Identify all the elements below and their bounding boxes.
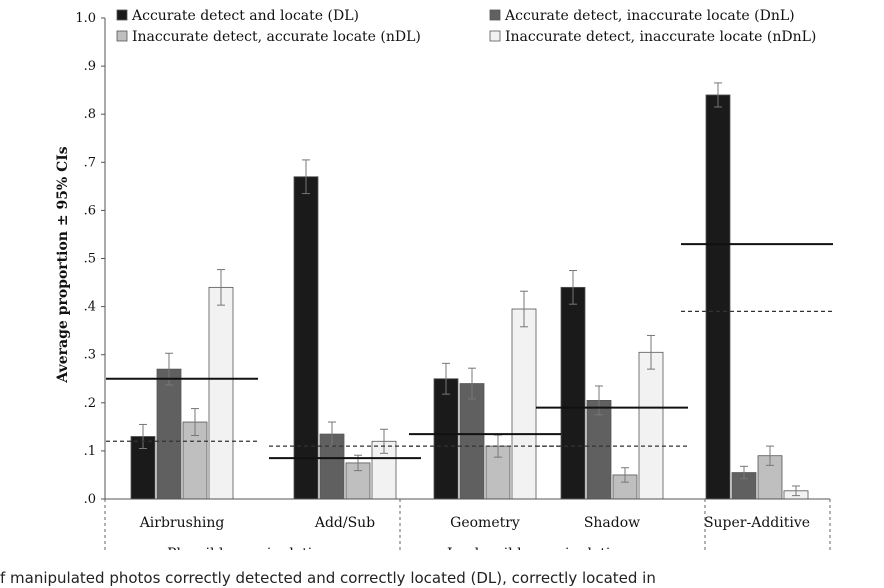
legend-swatch xyxy=(489,30,501,42)
legend-swatch xyxy=(116,9,128,21)
y-tick-label: .8 xyxy=(84,107,96,122)
y-tick-label: .0 xyxy=(84,492,96,507)
y-tick-label: .5 xyxy=(84,252,96,267)
bar xyxy=(156,368,182,500)
y-tick-label: .9 xyxy=(84,59,96,74)
legend-label: Inaccurate detect, inaccurate locate (nD… xyxy=(505,29,816,45)
x-axis: Airbrushing Add/Sub Geometry Shadow Super-Ad… xyxy=(104,498,831,550)
y-axis-label: Average proportion ± 95% CIs xyxy=(55,146,71,383)
y-tick-label: .4 xyxy=(84,300,96,315)
bar xyxy=(459,383,485,500)
category-label: Shadow xyxy=(584,515,640,531)
bar xyxy=(208,286,234,500)
bar xyxy=(638,351,664,500)
group-label: Plausible manipulations xyxy=(167,546,337,550)
bar xyxy=(560,286,586,500)
y-tick-label: .2 xyxy=(84,396,96,411)
bar xyxy=(433,378,459,500)
legend-label: Accurate detect and locate (DL) xyxy=(131,8,359,24)
y-tick-label: .6 xyxy=(84,203,96,218)
category-label: Geometry xyxy=(450,515,520,531)
bar-chart: Accurate detect and locate (DL) Accurate … xyxy=(55,8,833,550)
bars xyxy=(130,94,809,500)
bar xyxy=(293,176,319,500)
category-label: Airbrushing xyxy=(139,515,225,531)
y-tick-label: .1 xyxy=(84,444,96,459)
bar xyxy=(705,94,731,500)
y-axis: .0 .1 .2 .3 .4 .5 .6 .7 .8 .9 1.0 xyxy=(75,11,106,507)
y-tick-label: 1.0 xyxy=(75,11,96,26)
legend: Accurate detect and locate (DL) Accurate … xyxy=(116,8,816,45)
category-label: Super-Additive xyxy=(704,515,810,531)
y-tick-label: .3 xyxy=(84,348,96,363)
category-label: Add/Sub xyxy=(314,515,375,531)
legend-label: Accurate detect, inaccurate locate (DnL) xyxy=(504,8,795,24)
bar xyxy=(511,308,537,500)
legend-label: Inaccurate detect, accurate locate (nDL) xyxy=(132,29,421,45)
legend-swatch xyxy=(116,30,128,42)
group-label: Implausible manipulations xyxy=(447,546,635,550)
y-tick-label: .7 xyxy=(84,155,96,170)
figure-caption: f manipulated photos correctly detected … xyxy=(0,569,656,587)
legend-swatch xyxy=(489,9,501,21)
reference-lines xyxy=(106,243,833,460)
